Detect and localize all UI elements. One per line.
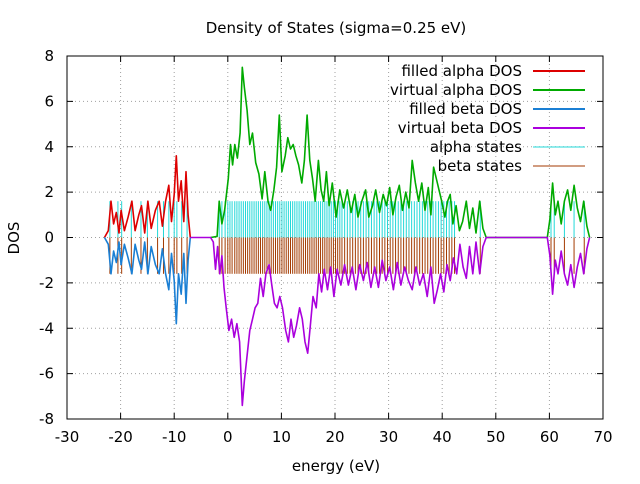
y-tick-label: -8: [39, 410, 54, 428]
legend-label: filled alpha DOS: [401, 62, 522, 80]
x-tick-label: 20: [325, 428, 344, 446]
y-tick-label: 2: [44, 183, 54, 201]
y-tick-label: 0: [44, 229, 54, 247]
dos-series: [103, 66, 591, 407]
y-axis-label: DOS: [5, 222, 23, 255]
legend-label: virtual alpha DOS: [390, 81, 522, 99]
y-tick-label: 4: [44, 138, 54, 156]
x-tick-label: -10: [162, 428, 187, 446]
x-tick-label: 50: [486, 428, 505, 446]
x-tick-label: 70: [593, 428, 612, 446]
legend-label: alpha states: [430, 138, 522, 156]
chart-title: Density of States (sigma=0.25 eV): [206, 19, 467, 37]
y-tick-label: -2: [39, 274, 54, 292]
y-tick-label: -4: [39, 319, 54, 337]
legend-label: beta states: [438, 157, 523, 175]
legend-label: filled beta DOS: [409, 100, 522, 118]
x-tick-label: 0: [223, 428, 233, 446]
virtual-alpha-dos-line: [210, 66, 591, 239]
y-tick-label: 6: [44, 92, 54, 110]
x-tick-label: 40: [433, 428, 452, 446]
x-tick-label: -20: [108, 428, 133, 446]
virtual-beta-dos-line: [190, 236, 591, 407]
x-tick-label: -30: [55, 428, 80, 446]
x-axis-label: energy (eV): [292, 457, 380, 475]
filled-beta-dos-line: [103, 237, 192, 325]
y-tick-label: 8: [44, 47, 54, 65]
x-tick-label: 10: [272, 428, 291, 446]
x-tick-label: 60: [540, 428, 559, 446]
x-tick-label: 30: [379, 428, 398, 446]
legend-label: virtual beta DOS: [398, 119, 522, 137]
filled-alpha-dos-line: [103, 155, 192, 238]
y-tick-label: -6: [39, 365, 54, 383]
